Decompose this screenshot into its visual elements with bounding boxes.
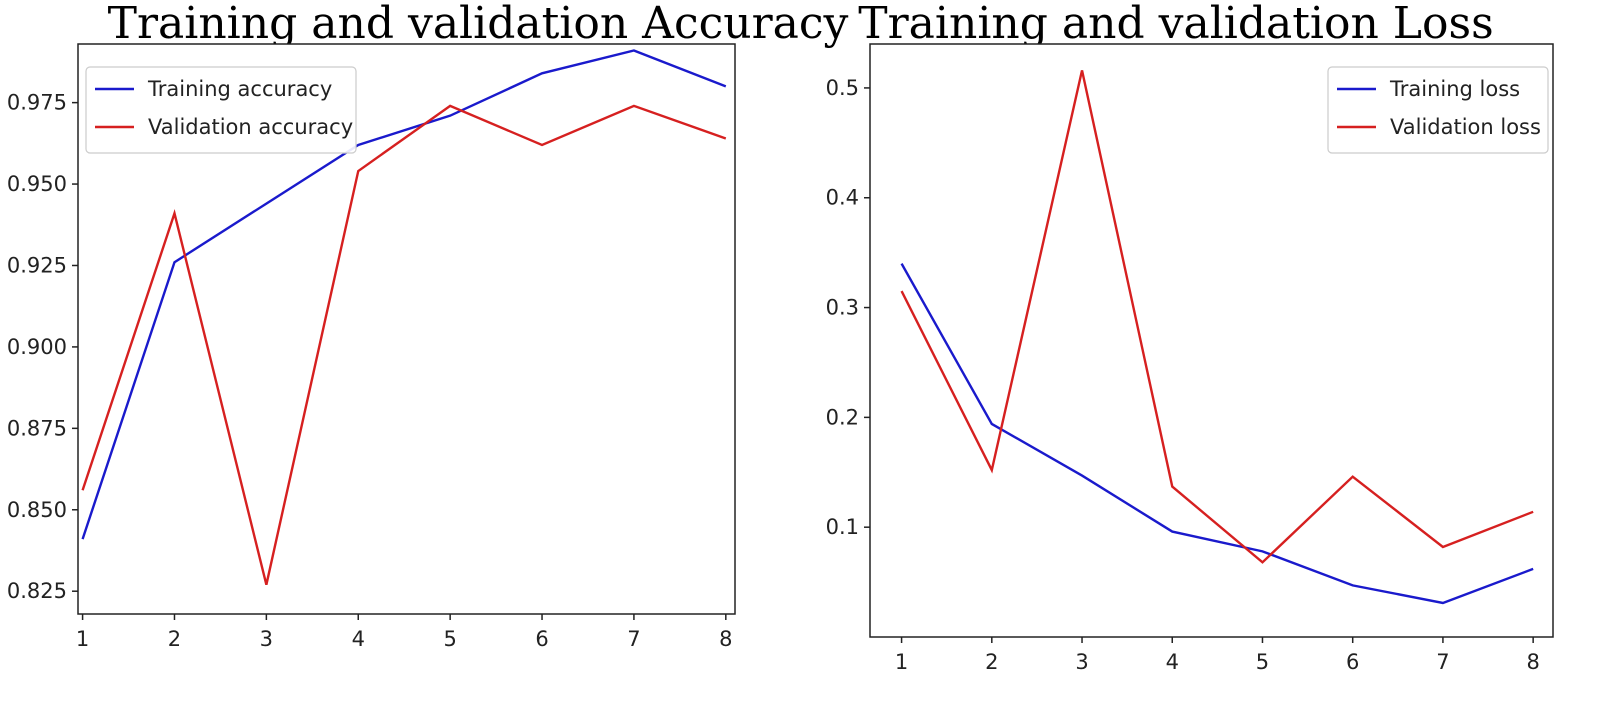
data-point-validation-accuracy-7 [632, 104, 636, 108]
y-tick-label: 0.4 [826, 186, 859, 210]
data-point-training-loss-1 [900, 262, 904, 266]
data-point-training-loss-8 [1531, 567, 1535, 571]
x-tick-label: 7 [627, 627, 640, 651]
data-point-validation-accuracy-4 [356, 169, 360, 173]
data-point-training-accuracy-2 [172, 260, 176, 264]
y-tick-label: 0.975 [7, 91, 67, 115]
data-point-training-loss-3 [1080, 474, 1084, 478]
legend-label: Validation accuracy [148, 115, 353, 139]
chart-2: Training and validation Loss 0.1 0.2 0.3 0.4… [826, 0, 1554, 674]
series-line-training-accuracy [81, 49, 727, 540]
x-tick-label: 1 [895, 650, 908, 674]
data-point-validation-accuracy-6 [540, 143, 544, 147]
data-point-training-loss-5 [1260, 549, 1264, 553]
legend-box [1327, 66, 1549, 154]
series-line-validation-loss [900, 70, 1534, 564]
data-point-training-loss-4 [1170, 530, 1174, 534]
x-tick-label: 5 [1256, 650, 1269, 674]
data-point-validation-accuracy-1 [81, 488, 85, 492]
x-tick-label: 2 [985, 650, 998, 674]
y-tick-label: 0.900 [7, 335, 67, 359]
x-tick-label: 2 [168, 627, 181, 651]
data-point-training-accuracy-6 [540, 71, 544, 75]
x-tick-label: 6 [535, 627, 548, 651]
y-tick-label: 0.925 [7, 253, 67, 277]
data-point-training-loss-6 [1351, 583, 1355, 587]
x-tick-label: 4 [352, 627, 365, 651]
data-point-validation-accuracy-5 [448, 104, 452, 108]
data-point-validation-loss-7 [1441, 545, 1445, 549]
data-point-training-accuracy-4 [356, 143, 360, 147]
x-tick-label: 4 [1166, 650, 1179, 674]
chart-title: Training and validation Loss [858, 0, 1493, 49]
data-point-validation-loss-6 [1351, 475, 1355, 479]
y-tick-label: 0.3 [826, 296, 859, 320]
data-point-training-loss-7 [1441, 601, 1445, 605]
data-point-validation-accuracy-2 [172, 211, 176, 215]
x-tick-label: 1 [76, 627, 89, 651]
series-line-validation-accuracy [81, 104, 727, 585]
y-tick-label: 0.875 [7, 416, 67, 440]
data-point-training-accuracy-1 [81, 537, 85, 541]
series-line-training-loss [900, 263, 1534, 605]
chart-title: Training and validation Accuracy [108, 0, 849, 49]
x-tick-label: 3 [260, 627, 273, 651]
x-tick-label: 8 [719, 627, 732, 651]
data-point-validation-loss-8 [1531, 510, 1535, 514]
x-tick-label: 6 [1346, 650, 1359, 674]
legend-label: Training accuracy [147, 77, 332, 101]
legend-label: Validation loss [1390, 115, 1541, 139]
legend-label: Training loss [1389, 77, 1520, 101]
y-tick-label: 0.1 [826, 515, 859, 539]
data-point-training-loss-2 [990, 422, 994, 426]
data-point-validation-loss-3 [1080, 68, 1084, 72]
data-point-training-accuracy-7 [632, 49, 636, 53]
y-tick-label: 0.5 [826, 76, 859, 100]
data-point-validation-loss-2 [990, 468, 994, 472]
data-point-validation-loss-4 [1170, 485, 1174, 489]
data-point-validation-loss-1 [900, 289, 904, 293]
y-tick-label: 0.2 [826, 405, 859, 429]
data-point-validation-accuracy-8 [724, 136, 728, 140]
x-tick-label: 3 [1075, 650, 1088, 674]
x-tick-label: 5 [443, 627, 456, 651]
x-tick-label: 7 [1436, 650, 1449, 674]
data-point-validation-loss-5 [1260, 560, 1264, 564]
data-point-training-accuracy-3 [264, 202, 268, 206]
y-tick-label: 0.950 [7, 172, 67, 196]
legend-box [85, 66, 357, 154]
data-point-validation-accuracy-3 [264, 583, 268, 587]
chart-1: Training and validation Accuracy 0.825 0.8… [7, 0, 849, 651]
y-tick-label: 0.825 [7, 579, 67, 603]
y-tick-label: 0.850 [7, 498, 67, 522]
data-point-training-accuracy-8 [724, 84, 728, 88]
x-tick-label: 8 [1526, 650, 1539, 674]
data-point-training-accuracy-5 [448, 114, 452, 118]
